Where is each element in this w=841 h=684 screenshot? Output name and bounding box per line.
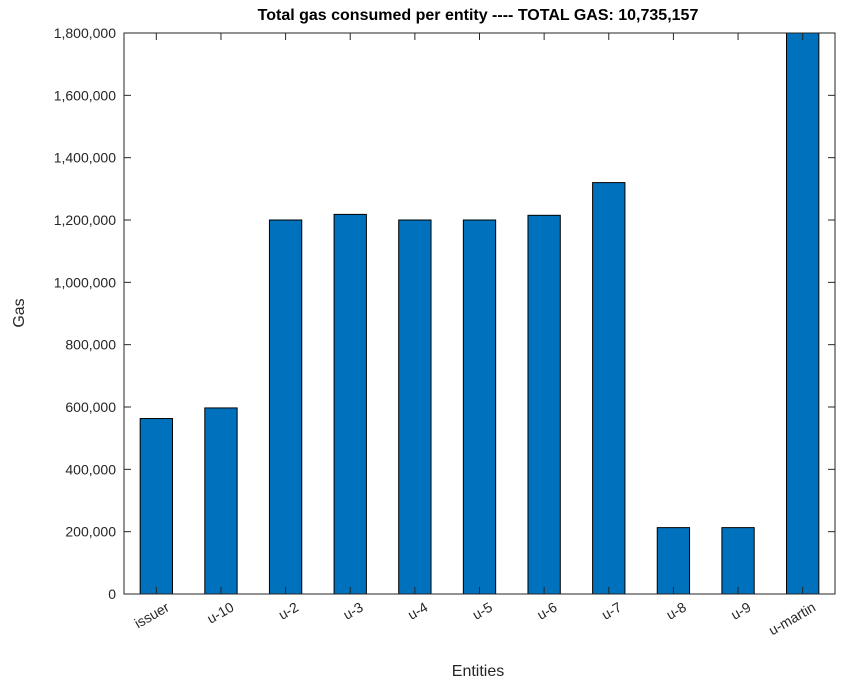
y-tick-label: 1,600,000 bbox=[54, 87, 116, 103]
x-tick-label-u-4: u-4 bbox=[405, 599, 431, 623]
y-tick-label: 600,000 bbox=[65, 399, 116, 415]
y-tick-label: 0 bbox=[108, 586, 116, 602]
x-tick-label-u-8: u-8 bbox=[663, 599, 689, 623]
bar-u-2 bbox=[268, 219, 303, 595]
y-tick-label: 400,000 bbox=[65, 461, 116, 477]
bar-u-8 bbox=[656, 527, 691, 595]
y-tick-label: 1,000,000 bbox=[54, 274, 116, 290]
y-tick-label: 1,400,000 bbox=[54, 150, 116, 166]
bar-u-martin bbox=[786, 32, 820, 595]
x-tick-label-u-7: u-7 bbox=[599, 599, 625, 623]
y-tick-label: 800,000 bbox=[65, 337, 116, 353]
bar-u-10 bbox=[204, 407, 238, 595]
y-axis-label: Gas bbox=[11, 298, 28, 327]
y-tick-label: 1,800,000 bbox=[54, 25, 116, 41]
x-tick-label-u-6: u-6 bbox=[534, 599, 560, 623]
bar-u-9 bbox=[721, 527, 755, 595]
y-tick-label: 1,200,000 bbox=[54, 212, 116, 228]
x-tick-label-u-5: u-5 bbox=[469, 599, 495, 623]
x-axis-label: Entities bbox=[452, 663, 504, 680]
y-tick-label: 200,000 bbox=[65, 524, 116, 540]
bar-u-4 bbox=[398, 219, 432, 595]
x-tick-label-u-9: u-9 bbox=[728, 599, 754, 623]
bar-u-5 bbox=[462, 219, 497, 595]
x-tick-label-u-martin: u-martin bbox=[766, 599, 818, 639]
x-tick-label-issuer: issuer bbox=[131, 599, 172, 632]
bar-u-3 bbox=[333, 213, 367, 595]
bar-issuer bbox=[139, 418, 173, 595]
x-tick-label-u-10: u-10 bbox=[204, 599, 236, 627]
x-tick-label-u-2: u-2 bbox=[276, 599, 302, 623]
bar-u-6 bbox=[527, 214, 561, 595]
bar-u-7 bbox=[592, 182, 626, 595]
bars-layer bbox=[139, 32, 820, 595]
chart-title: Total gas consumed per entity ---- TOTAL… bbox=[258, 7, 699, 24]
x-tick-label-u-3: u-3 bbox=[340, 599, 366, 623]
y-ticks: 0 200,000 400,000 600,000 800,000 1,000,000 1,… bbox=[54, 25, 835, 602]
